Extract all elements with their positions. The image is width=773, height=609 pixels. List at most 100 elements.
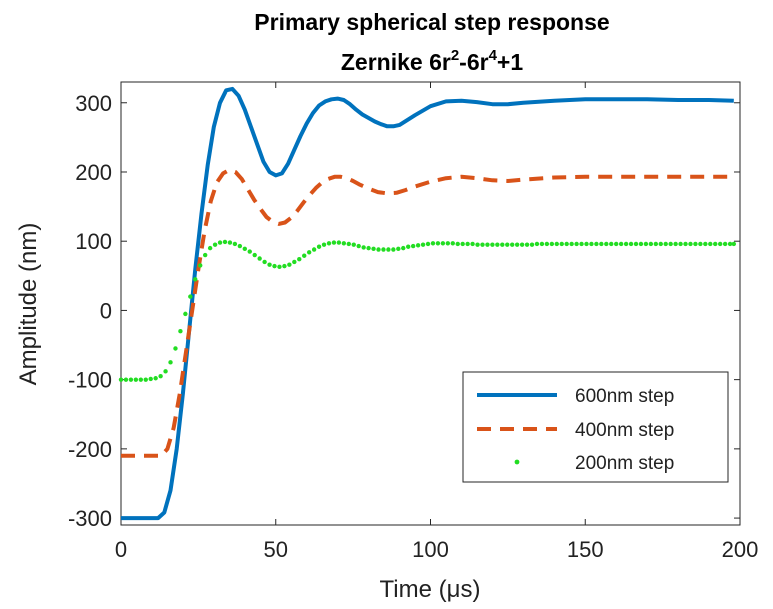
data-point (574, 241, 579, 247)
data-point (247, 249, 252, 254)
data-point (183, 311, 188, 317)
data-point (668, 241, 673, 247)
data-point (430, 241, 436, 246)
data-point (663, 241, 668, 247)
data-point (425, 241, 431, 247)
data-point (623, 241, 629, 247)
data-point (564, 241, 569, 247)
data-point (648, 241, 654, 247)
data-point (698, 241, 703, 247)
data-point (470, 241, 475, 247)
y-tick-label: 100 (75, 229, 112, 254)
data-point (118, 377, 124, 382)
data-point (683, 241, 688, 247)
data-point (262, 259, 267, 265)
data-point (604, 241, 609, 247)
data-point (658, 241, 663, 247)
data-point (153, 376, 158, 381)
data-point (544, 241, 550, 247)
data-point (128, 377, 134, 382)
x-tick-label: 0 (115, 537, 127, 562)
data-point (123, 377, 129, 382)
y-axis-label: Amplitude (nm) (15, 223, 42, 386)
chart-subtitle: Zernike 6r2-6r4+1 (341, 47, 523, 75)
data-point (158, 373, 163, 379)
legend-label-600nm: 600nm step (575, 386, 674, 407)
data-point (579, 241, 584, 247)
data-point (198, 263, 203, 268)
y-tick-label: 200 (75, 160, 112, 185)
data-point (361, 245, 366, 250)
data-point (406, 244, 411, 249)
data-point (336, 240, 342, 245)
data-point (708, 241, 713, 247)
legend-swatch-200nm (514, 459, 520, 465)
data-point (193, 277, 198, 282)
data-point (143, 377, 148, 382)
data-point (717, 241, 723, 247)
data-point (138, 377, 144, 382)
subtitle-suffix: +1 (497, 49, 523, 75)
data-point (292, 259, 297, 265)
data-point (455, 241, 460, 247)
data-point (703, 241, 708, 247)
data-point (257, 256, 262, 261)
data-point (480, 242, 485, 247)
data-point (371, 246, 376, 252)
data-point (311, 247, 317, 252)
data-point (722, 241, 728, 247)
data-point (346, 241, 351, 247)
x-tick-label: 200 (722, 537, 759, 562)
data-point (618, 241, 624, 247)
y-tick-label: -300 (68, 506, 112, 531)
data-point (173, 346, 178, 351)
x-tick-label: 100 (412, 537, 449, 562)
data-point (673, 241, 678, 247)
y-axis-ticks: 300 200 100 0 -100 -200 -300 (68, 91, 740, 531)
data-point (242, 246, 247, 252)
data-point (519, 242, 525, 247)
data-point (396, 246, 401, 252)
data-point (415, 243, 421, 248)
data-point (401, 245, 406, 251)
data-point (410, 243, 416, 249)
data-point (222, 239, 228, 245)
data-point (628, 241, 634, 247)
data-point (514, 242, 520, 247)
legend-label-200nm: 200nm step (575, 453, 674, 474)
x-axis-ticks: 0 50 100 150 200 (115, 82, 758, 562)
data-point (306, 250, 312, 255)
data-point (490, 242, 495, 247)
data-point (356, 243, 361, 249)
data-point (351, 242, 356, 247)
data-point (302, 253, 307, 258)
data-point (678, 241, 683, 247)
data-point (297, 257, 302, 262)
x-tick-label: 150 (567, 537, 604, 562)
data-point (688, 241, 693, 247)
subtitle-prefix: Zernike 6r (341, 49, 451, 75)
data-point (178, 328, 183, 334)
data-point (549, 241, 555, 247)
data-point (212, 242, 218, 247)
data-point (539, 241, 545, 247)
data-point (386, 247, 391, 252)
data-point (500, 242, 505, 247)
data-point (435, 241, 441, 246)
data-point (420, 242, 426, 247)
data-point (445, 241, 451, 246)
data-point (643, 241, 649, 247)
data-point (609, 241, 614, 247)
data-point (693, 241, 698, 247)
x-tick-label: 50 (264, 537, 288, 562)
data-point (614, 241, 619, 247)
data-point (252, 252, 257, 258)
x-axis-label: Time (μs) (380, 576, 481, 603)
data-point (282, 263, 287, 269)
data-point (633, 241, 639, 247)
data-point (529, 242, 535, 247)
data-point (326, 241, 332, 246)
data-point (594, 241, 599, 247)
data-point (505, 242, 510, 247)
